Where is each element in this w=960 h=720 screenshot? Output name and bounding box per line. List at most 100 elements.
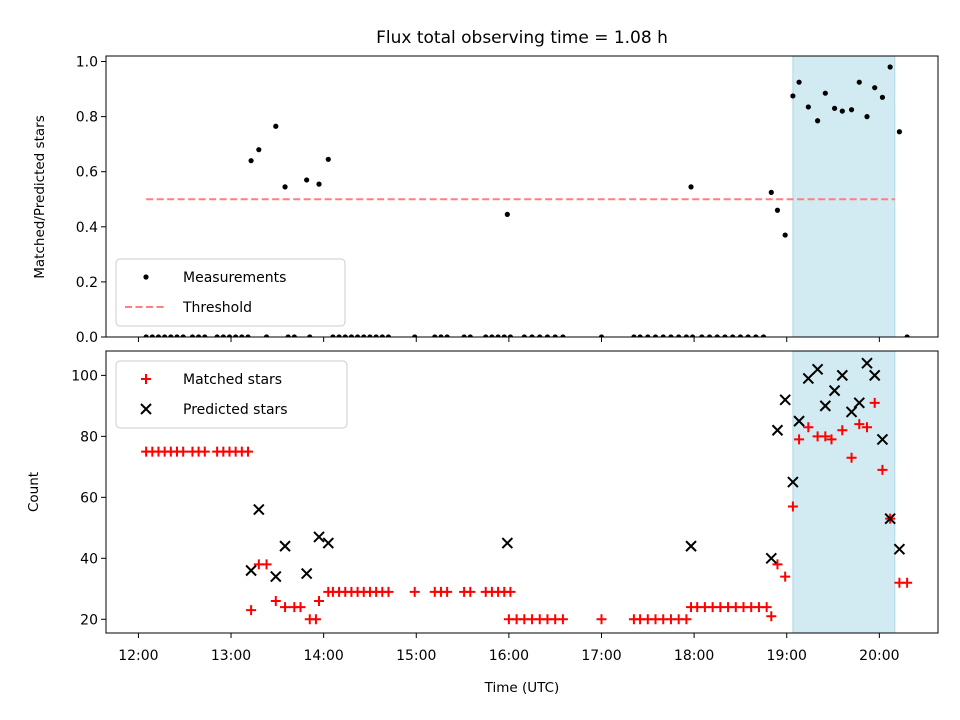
- measurement-point: [143, 334, 149, 337]
- measurement-point: [839, 108, 845, 114]
- y-axis-label-top: Matched/Predicted stars: [32, 115, 48, 278]
- predicted-star-point: [300, 567, 313, 580]
- y-tick-label: 0.6: [76, 165, 98, 181]
- measurement-point: [529, 334, 535, 337]
- measurement-point: [214, 334, 220, 337]
- y-tick-label: 40: [80, 551, 98, 567]
- matched-star-point: [794, 434, 805, 445]
- predicted-star-point: [779, 394, 791, 406]
- measurement-point: [226, 334, 233, 337]
- measurement-point: [196, 334, 202, 337]
- legend-box: [115, 258, 346, 327]
- y-tick-label: 0.0: [76, 330, 98, 346]
- measurement-point: [544, 334, 551, 337]
- predicted-star-point: [245, 564, 257, 577]
- measurement-point: [307, 334, 313, 337]
- measurement-point: [233, 334, 239, 337]
- measurement-point: [483, 334, 489, 337]
- x-axis-label: Time (UTC): [484, 680, 560, 696]
- axes-frame: [105, 350, 939, 634]
- matched-star-point: [869, 397, 880, 408]
- x-tick-label: 17:00: [581, 648, 621, 664]
- measurement-point: [412, 334, 418, 337]
- measurement-point: [676, 334, 682, 337]
- measurement-point: [239, 334, 245, 337]
- measurement-point: [316, 181, 322, 187]
- matched-star-point: [246, 605, 257, 616]
- measurement-point: [782, 232, 788, 238]
- measurement-point: [202, 334, 208, 337]
- measurement-point: [652, 334, 659, 337]
- matched-star-point: [557, 614, 568, 625]
- legend-label: Threshold: [182, 300, 252, 316]
- measurement-point: [896, 129, 903, 135]
- matched-star-point: [761, 602, 772, 613]
- measurement-point: [285, 334, 291, 337]
- measurement-point: [168, 334, 174, 337]
- measurement-point: [248, 158, 254, 164]
- matched-star-point: [826, 434, 837, 445]
- measurement-point: [552, 334, 558, 337]
- measurement-point: [489, 334, 495, 337]
- measurement-point: [504, 211, 510, 218]
- measurement-point: [336, 334, 342, 337]
- matched-star-point: [261, 559, 272, 570]
- measurement-point: [174, 334, 180, 337]
- predicted-star-point: [685, 540, 697, 552]
- predicted-star-point: [802, 372, 815, 385]
- x-tick-label: 19:00: [767, 648, 807, 664]
- legend-label: Predicted stars: [183, 402, 288, 418]
- predicted-star-point: [845, 406, 858, 418]
- measurement-point: [645, 334, 651, 337]
- predicted-star-point: [884, 512, 896, 525]
- y-tick-label: 0.4: [76, 220, 98, 236]
- measurement-point: [774, 207, 781, 213]
- matched-star-point: [772, 559, 783, 570]
- measurement-point: [706, 334, 713, 337]
- matched-star-point: [596, 614, 607, 625]
- measurement-point: [790, 93, 796, 99]
- predicted-star-point: [893, 543, 906, 555]
- measurement-point: [699, 334, 705, 337]
- matched-star-point: [837, 425, 848, 436]
- measurement-point: [730, 334, 736, 337]
- measurement-point: [189, 334, 196, 337]
- legend-label: Measurements: [183, 270, 286, 286]
- measurement-point: [282, 184, 288, 190]
- y-tick-label: 0.2: [76, 275, 98, 291]
- measurement-point: [822, 90, 828, 96]
- measurement-point: [737, 334, 744, 337]
- measurement-point: [256, 147, 262, 153]
- measurement-point: [342, 334, 348, 337]
- measurement-point: [831, 105, 838, 111]
- measurement-point: [887, 64, 893, 70]
- y-tick-label: 1.0: [76, 55, 98, 71]
- measurement-point: [461, 334, 467, 337]
- measurement-point: [722, 334, 728, 337]
- plot-area: [143, 56, 910, 337]
- measurement-point: [273, 123, 279, 129]
- y-tick-label: 0.8: [76, 110, 98, 126]
- measurement-point: [560, 334, 566, 337]
- predicted-star-point: [253, 503, 265, 516]
- bottom-panel: 20 40 60 80 100 12:00 13:00 14:00 15:00 16:00 17:0…: [71, 350, 939, 664]
- y-axis-label-bottom: Count: [26, 472, 42, 512]
- measurement-point: [753, 334, 759, 337]
- chart-title: Flux total observing time = 1.08 h: [376, 28, 668, 48]
- matched-star-point: [766, 611, 777, 622]
- plot-area: [141, 351, 913, 633]
- matched-star-point: [877, 464, 888, 475]
- measurement-point: [688, 184, 694, 190]
- predicted-star-point: [876, 433, 889, 446]
- measurement-point: [760, 334, 767, 337]
- measurement-point: [872, 85, 878, 91]
- measurement-point: [304, 177, 310, 183]
- matched-star-point: [442, 586, 453, 597]
- matched-star-point: [270, 595, 281, 606]
- measurement-point: [355, 334, 361, 337]
- measurement-point: [467, 334, 473, 337]
- matched-star-point: [295, 602, 306, 613]
- measurement-point: [348, 334, 355, 337]
- matched-star-point: [681, 614, 692, 625]
